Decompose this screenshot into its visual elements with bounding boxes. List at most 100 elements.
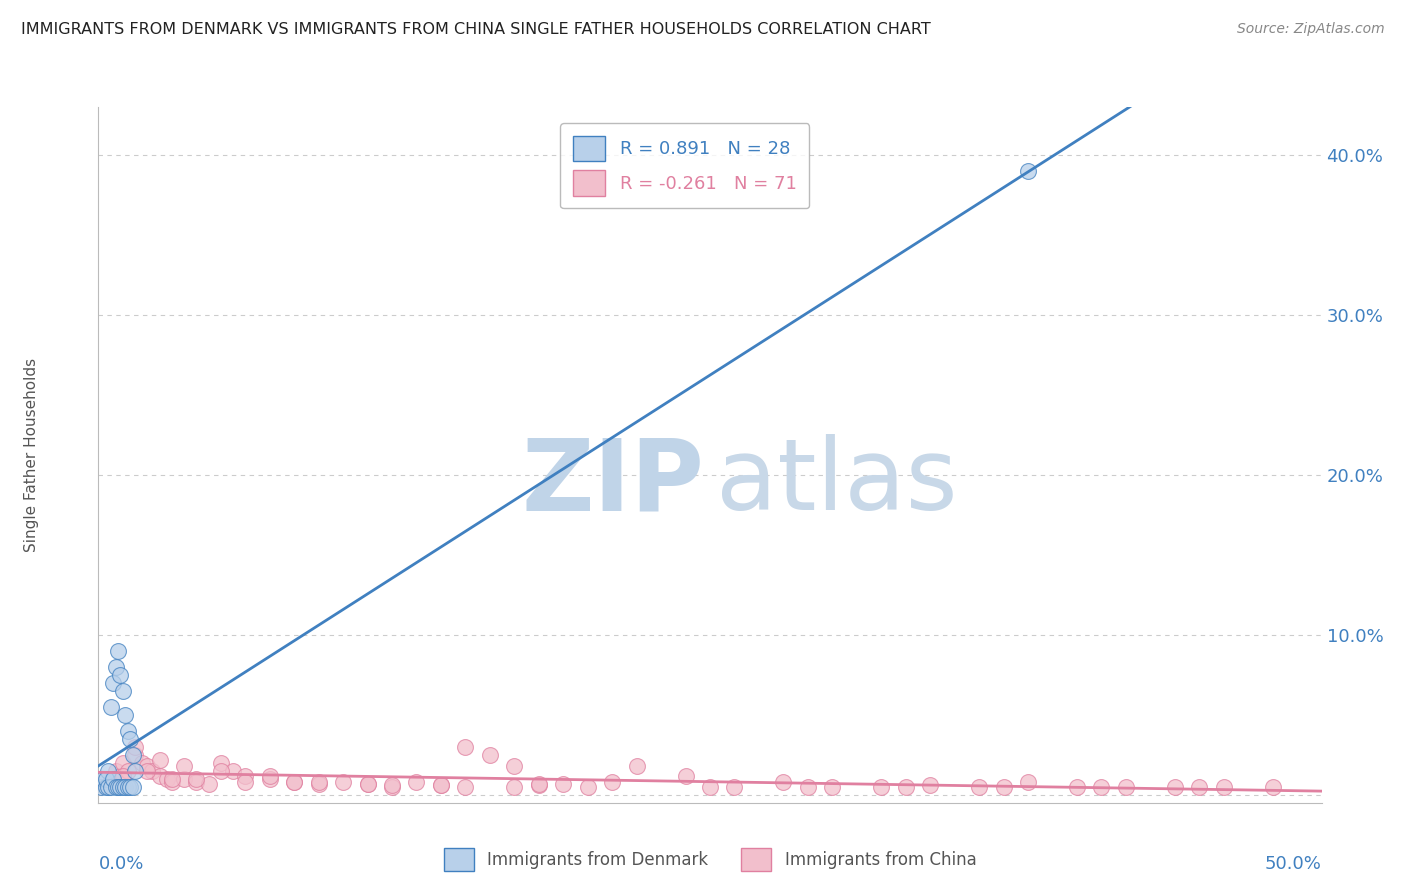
Point xyxy=(1212,780,1234,794)
Point xyxy=(121,780,143,794)
Point xyxy=(136,759,159,773)
Legend: Immigrants from Denmark, Immigrants from China: Immigrants from Denmark, Immigrants from… xyxy=(437,841,983,878)
Point xyxy=(131,756,153,770)
Point xyxy=(381,780,404,794)
Point xyxy=(121,747,143,762)
Point xyxy=(149,753,172,767)
Point xyxy=(97,780,120,794)
Point xyxy=(259,769,281,783)
Point xyxy=(173,759,195,773)
Point xyxy=(1066,780,1088,794)
Point xyxy=(101,772,124,786)
Point xyxy=(1017,775,1039,789)
Text: Source: ZipAtlas.com: Source: ZipAtlas.com xyxy=(1237,22,1385,37)
Point xyxy=(104,780,127,794)
Point xyxy=(527,776,550,790)
Point xyxy=(699,780,721,794)
Point xyxy=(233,775,256,789)
Point xyxy=(94,772,117,786)
Point xyxy=(156,772,179,786)
Point xyxy=(197,776,219,790)
Point xyxy=(283,775,305,789)
Point xyxy=(104,764,127,778)
Point xyxy=(626,759,648,773)
Point xyxy=(104,660,127,674)
Point xyxy=(209,764,232,778)
Text: 0.0%: 0.0% xyxy=(98,855,143,873)
Point xyxy=(1115,780,1137,794)
Point xyxy=(723,780,745,794)
Point xyxy=(356,776,378,790)
Point xyxy=(91,772,114,786)
Point xyxy=(870,780,893,794)
Point xyxy=(149,769,172,783)
Point xyxy=(527,778,550,792)
Point xyxy=(111,780,134,794)
Point xyxy=(308,775,330,789)
Point xyxy=(503,780,526,794)
Point xyxy=(332,775,354,789)
Point xyxy=(222,764,245,778)
Point xyxy=(233,769,256,783)
Text: IMMIGRANTS FROM DENMARK VS IMMIGRANTS FROM CHINA SINGLE FATHER HOUSEHOLDS CORREL: IMMIGRANTS FROM DENMARK VS IMMIGRANTS FR… xyxy=(21,22,931,37)
Point xyxy=(141,764,163,778)
Point xyxy=(111,756,134,770)
Point xyxy=(454,739,477,754)
Point xyxy=(405,775,427,789)
Point xyxy=(430,778,453,792)
Point xyxy=(259,772,281,786)
Point xyxy=(114,780,136,794)
Point xyxy=(1017,164,1039,178)
Point xyxy=(1090,780,1112,794)
Point xyxy=(100,699,122,714)
Point xyxy=(209,756,232,770)
Point xyxy=(675,769,697,783)
Point xyxy=(120,780,142,794)
Point xyxy=(107,780,129,794)
Point xyxy=(117,780,139,794)
Point xyxy=(503,759,526,773)
Point xyxy=(993,780,1015,794)
Point xyxy=(920,778,942,792)
Point xyxy=(124,764,146,778)
Point xyxy=(894,780,917,794)
Point xyxy=(117,723,139,738)
Point xyxy=(160,772,183,786)
Point xyxy=(1164,780,1187,794)
Point xyxy=(97,764,120,778)
Point xyxy=(173,772,195,786)
Point xyxy=(576,780,599,794)
Point xyxy=(553,776,575,790)
Point xyxy=(967,780,990,794)
Text: Single Father Households: Single Father Households xyxy=(24,358,38,552)
Point xyxy=(110,668,132,682)
Point xyxy=(111,683,134,698)
Point xyxy=(430,778,453,792)
Point xyxy=(90,780,112,794)
Point xyxy=(1261,780,1284,794)
Point xyxy=(478,747,501,762)
Point xyxy=(186,775,208,789)
Point xyxy=(124,747,146,762)
Text: atlas: atlas xyxy=(716,434,957,532)
Text: ZIP: ZIP xyxy=(522,434,704,532)
Point xyxy=(120,731,142,746)
Point xyxy=(186,772,208,786)
Point xyxy=(110,769,132,783)
Point xyxy=(381,778,404,792)
Point xyxy=(110,780,132,794)
Point xyxy=(308,776,330,790)
Point xyxy=(107,644,129,658)
Point xyxy=(797,780,820,794)
Point xyxy=(454,780,477,794)
Point xyxy=(160,775,183,789)
Text: 50.0%: 50.0% xyxy=(1265,855,1322,873)
Point xyxy=(772,775,794,789)
Point xyxy=(283,775,305,789)
Point xyxy=(111,769,134,783)
Point xyxy=(100,780,122,794)
Point xyxy=(136,764,159,778)
Point xyxy=(600,775,623,789)
Point xyxy=(356,776,378,790)
Point xyxy=(94,780,117,794)
